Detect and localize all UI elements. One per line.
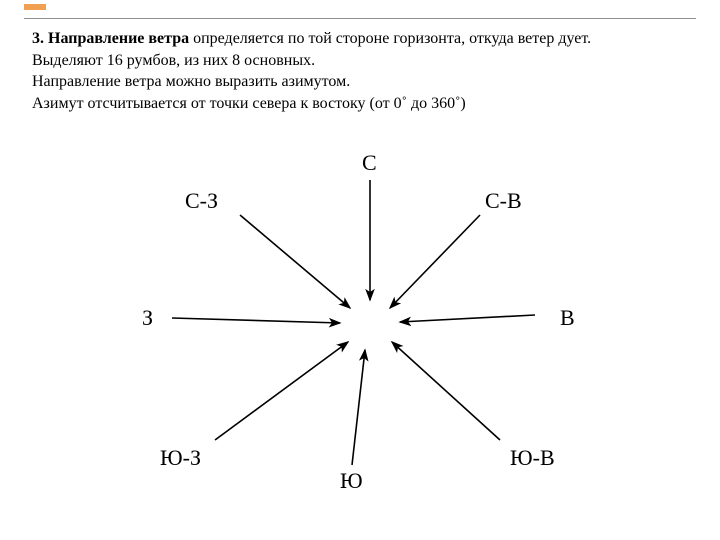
compass-arrow (400, 315, 535, 322)
accent-block (24, 4, 46, 10)
compass-arrow (172, 318, 340, 323)
compass-label-se: Ю-В (510, 445, 555, 471)
compass-label-sw: Ю-З (160, 445, 201, 471)
compass-arrow (392, 342, 500, 440)
header-line2: Выделяют 16 румбов, из них 8 основных. (32, 52, 315, 69)
header-bold: 3. Направление ветра (32, 30, 189, 47)
page: 3. Направление ветра определяется по той… (0, 0, 720, 540)
compass-arrow (390, 215, 480, 308)
header-line3: Направление ветра можно выразить азимуто… (32, 73, 350, 90)
compass-label-e: В (560, 305, 575, 331)
compass-arrow (215, 342, 348, 440)
compass-label-n: С (362, 150, 377, 176)
horizontal-rule (24, 18, 696, 19)
compass-label-w: З (142, 305, 153, 331)
header-line1-rest: определяется по той стороне горизонта, о… (189, 30, 591, 47)
header-line4: Азимут отсчитывается от точки севера к в… (32, 95, 466, 112)
compass-arrow (352, 350, 365, 465)
compass-label-ne: С-В (485, 188, 522, 214)
compass-diagram: С С-В В Ю-В Ю Ю-З З С-З (80, 150, 640, 520)
compass-arrow (240, 215, 350, 308)
compass-label-s: Ю (340, 468, 363, 494)
header-text: 3. Направление ветра определяется по той… (32, 28, 688, 114)
compass-label-nw: С-З (185, 188, 218, 214)
